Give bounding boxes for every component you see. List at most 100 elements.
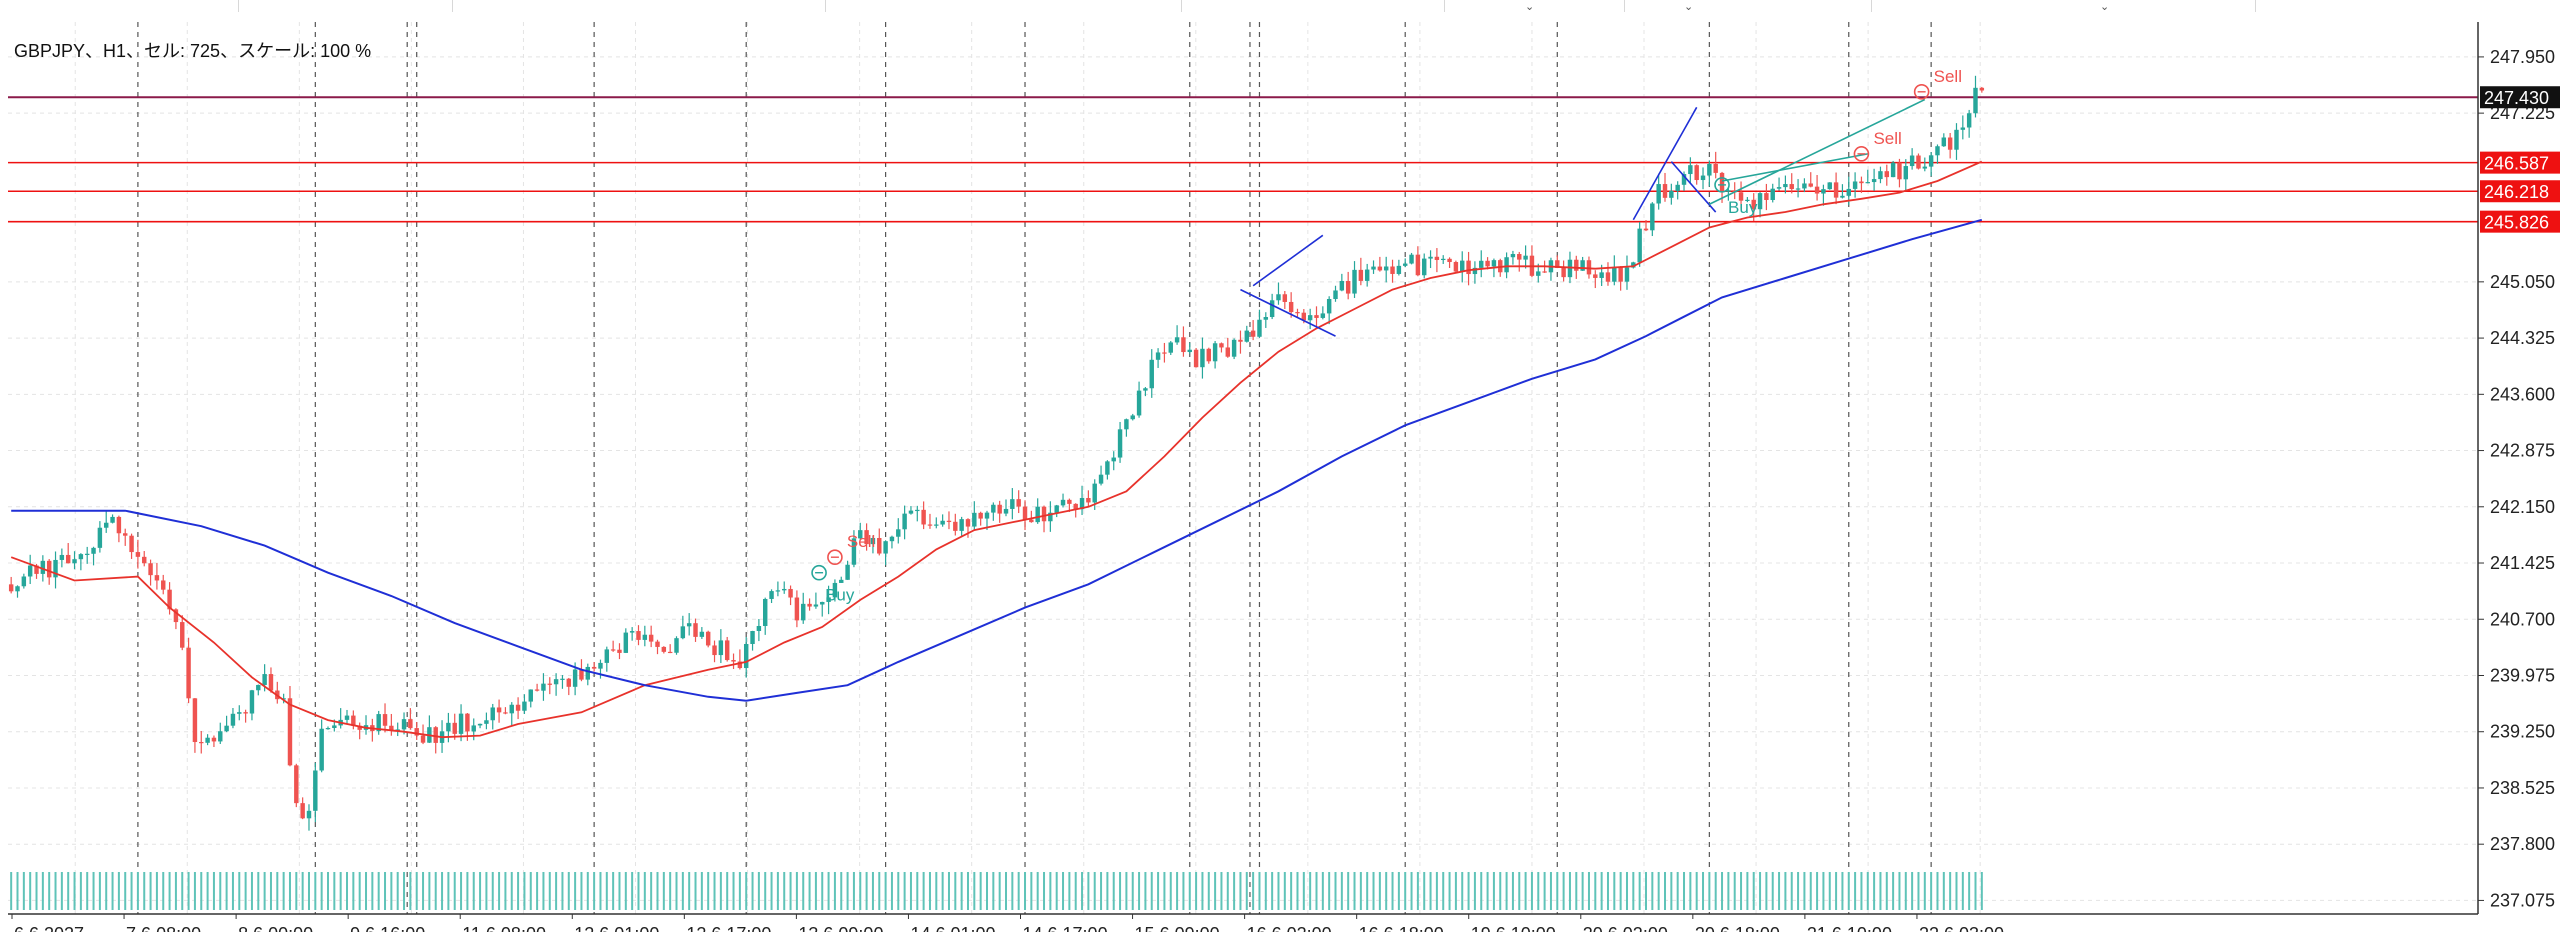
volume-bar: [795, 872, 798, 910]
volume-bar: [447, 872, 450, 910]
volume-bar: [231, 872, 234, 910]
toolbar-separator: [1444, 0, 1445, 12]
volume-bar: [181, 872, 184, 910]
volume-bar: [1207, 872, 1210, 910]
candle-body: [794, 597, 800, 621]
volume-bar: [453, 872, 456, 910]
candle-body: [1650, 203, 1655, 231]
volume-bar: [1017, 872, 1020, 910]
sell-marker: [1853, 146, 1870, 162]
volume-bar: [1885, 872, 1888, 910]
candle-body: [1504, 257, 1509, 273]
time-tick-label: 20.6 18:00: [1695, 924, 1780, 932]
price-tick-label: 243.600: [2490, 384, 2555, 404]
candle-body: [1130, 415, 1135, 420]
volume-bar: [675, 872, 678, 910]
volume-bar: [548, 872, 551, 910]
candle-body: [237, 712, 242, 714]
candle-body: [452, 722, 457, 734]
volume-bar: [618, 872, 621, 910]
volume-bar: [1778, 872, 1781, 910]
volume-bar: [1898, 872, 1901, 910]
price-badge-label: 246.587: [2484, 154, 2549, 174]
volume-bar: [1359, 872, 1362, 910]
candle-body: [1523, 255, 1528, 260]
volume-bar: [770, 872, 773, 910]
candle-body: [743, 643, 749, 669]
volume-bar: [1575, 872, 1578, 910]
volume-bar: [1657, 872, 1660, 910]
volume-bar: [1632, 872, 1635, 910]
candle-body: [91, 547, 96, 554]
price-tick-label: 237.075: [2490, 890, 2555, 910]
candle-body: [1168, 342, 1173, 353]
volume-bar: [295, 872, 298, 910]
candle-body: [1390, 266, 1395, 274]
candle-body: [27, 565, 33, 577]
volume-bar: [1416, 872, 1419, 910]
volume-bar: [1214, 872, 1217, 910]
candle-body: [1637, 228, 1642, 263]
candle-body: [1136, 390, 1142, 416]
volume-bar: [1366, 872, 1369, 910]
chevron-down-icon[interactable]: ⌄: [1684, 1, 1694, 13]
candle-body: [8, 584, 14, 592]
volume-bar: [149, 872, 152, 910]
candle-body: [572, 669, 578, 687]
volume-bar: [485, 872, 488, 910]
candle-body: [1244, 330, 1250, 342]
candle-body: [21, 576, 27, 587]
candle-body: [579, 669, 584, 680]
volume-bar: [1467, 872, 1470, 910]
volume-bar: [1233, 872, 1236, 910]
volume-bar: [1473, 872, 1476, 910]
candle-body: [1852, 181, 1858, 189]
volume-bar: [371, 872, 374, 910]
candle-body: [1808, 183, 1813, 187]
volume-bar: [1511, 872, 1514, 910]
chart-title: GBPJPY、H1、セル: 725、スケール: 100 %: [14, 41, 372, 61]
toolbar-separator: [238, 0, 239, 12]
volume-bar: [669, 872, 672, 910]
price-badge: [2480, 210, 2560, 233]
volume-bar: [491, 872, 494, 910]
candle-body: [953, 521, 958, 531]
volume-bar: [1378, 872, 1381, 910]
grid: [8, 22, 2478, 914]
volume-bar: [751, 872, 754, 910]
volume-bar: [909, 872, 912, 910]
fast-moving-average-line: [10, 160, 1983, 739]
volume-bar: [713, 872, 716, 910]
volume-bar: [637, 872, 640, 910]
candle-body: [522, 701, 527, 711]
volume-bar: [1087, 872, 1090, 910]
volume-bar: [1448, 872, 1451, 910]
candle-body: [661, 646, 667, 652]
trend-line: [1670, 161, 1717, 213]
candle-body: [1859, 181, 1864, 184]
volume-bar: [1005, 872, 1008, 910]
candle-body: [997, 504, 1002, 514]
volume-bar: [586, 872, 589, 910]
candle-body: [896, 529, 901, 537]
sell-label: Sell: [847, 532, 875, 551]
day-separators: [137, 22, 1932, 914]
volume-bar: [1752, 872, 1755, 910]
candle-body: [1231, 339, 1237, 357]
volume-bar: [339, 872, 342, 910]
candle-body: [1941, 137, 1947, 147]
candle-body: [826, 597, 831, 602]
volume-bar: [346, 872, 349, 910]
candle-body: [173, 609, 179, 623]
candle-body: [1086, 498, 1091, 503]
volume-bar: [269, 872, 272, 910]
volume-bar: [903, 872, 906, 910]
volume-bar: [1676, 872, 1679, 910]
candle-body: [230, 713, 236, 726]
trend-lines: [1240, 98, 1926, 337]
candle-body: [1054, 505, 1059, 513]
chevron-down-icon[interactable]: ⌄: [1525, 1, 1535, 13]
candle-body: [211, 737, 217, 742]
chevron-down-icon[interactable]: ⌄: [2100, 1, 2110, 13]
